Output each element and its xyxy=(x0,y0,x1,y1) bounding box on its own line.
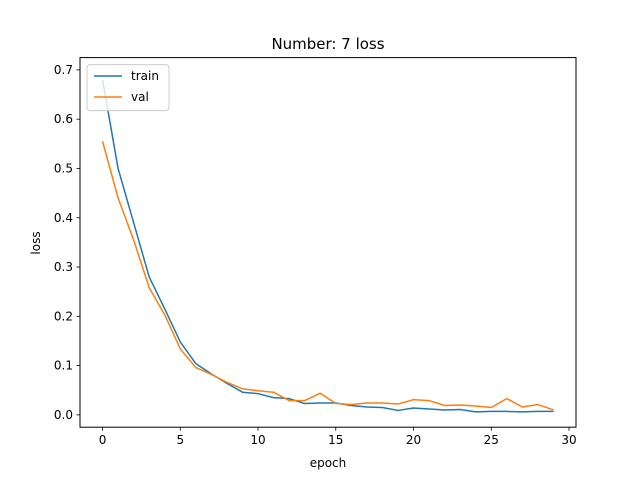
x-tick-label: 15 xyxy=(328,433,343,447)
x-axis-label: epoch xyxy=(310,456,347,470)
y-tick-label: 0.6 xyxy=(54,112,73,126)
y-tick-label: 0.2 xyxy=(54,309,73,323)
legend: train val xyxy=(86,64,170,112)
y-tick-label: 0.7 xyxy=(54,63,73,77)
y-tick-label: 0.3 xyxy=(54,260,73,274)
x-axis-ticks: 0 5 10 15 20 25 30 xyxy=(99,427,577,447)
x-tick-label: 5 xyxy=(176,433,184,447)
x-tick-label: 0 xyxy=(99,433,107,447)
series-line-train xyxy=(101,79,554,413)
legend-label-val: val xyxy=(131,90,149,104)
plot-frame xyxy=(79,57,577,428)
y-axis-ticks: 0.0 0.1 0.2 0.3 0.4 0.5 0.6 0.7 xyxy=(54,63,80,422)
chart-title: Number: 7 loss xyxy=(271,35,384,53)
legend-label-train: train xyxy=(131,69,159,83)
y-tick-label: 0.4 xyxy=(54,211,73,225)
y-tick-label: 0.5 xyxy=(54,161,73,175)
x-tick-label: 30 xyxy=(561,433,576,447)
series-line-val xyxy=(101,141,554,411)
x-tick-label: 10 xyxy=(250,433,265,447)
y-axis-label: loss xyxy=(29,231,43,254)
x-tick-label: 20 xyxy=(406,433,421,447)
plot-lines xyxy=(101,79,554,413)
y-tick-label: 0.0 xyxy=(54,408,73,422)
x-tick-label: 25 xyxy=(484,433,499,447)
y-tick-label: 0.1 xyxy=(54,359,73,373)
